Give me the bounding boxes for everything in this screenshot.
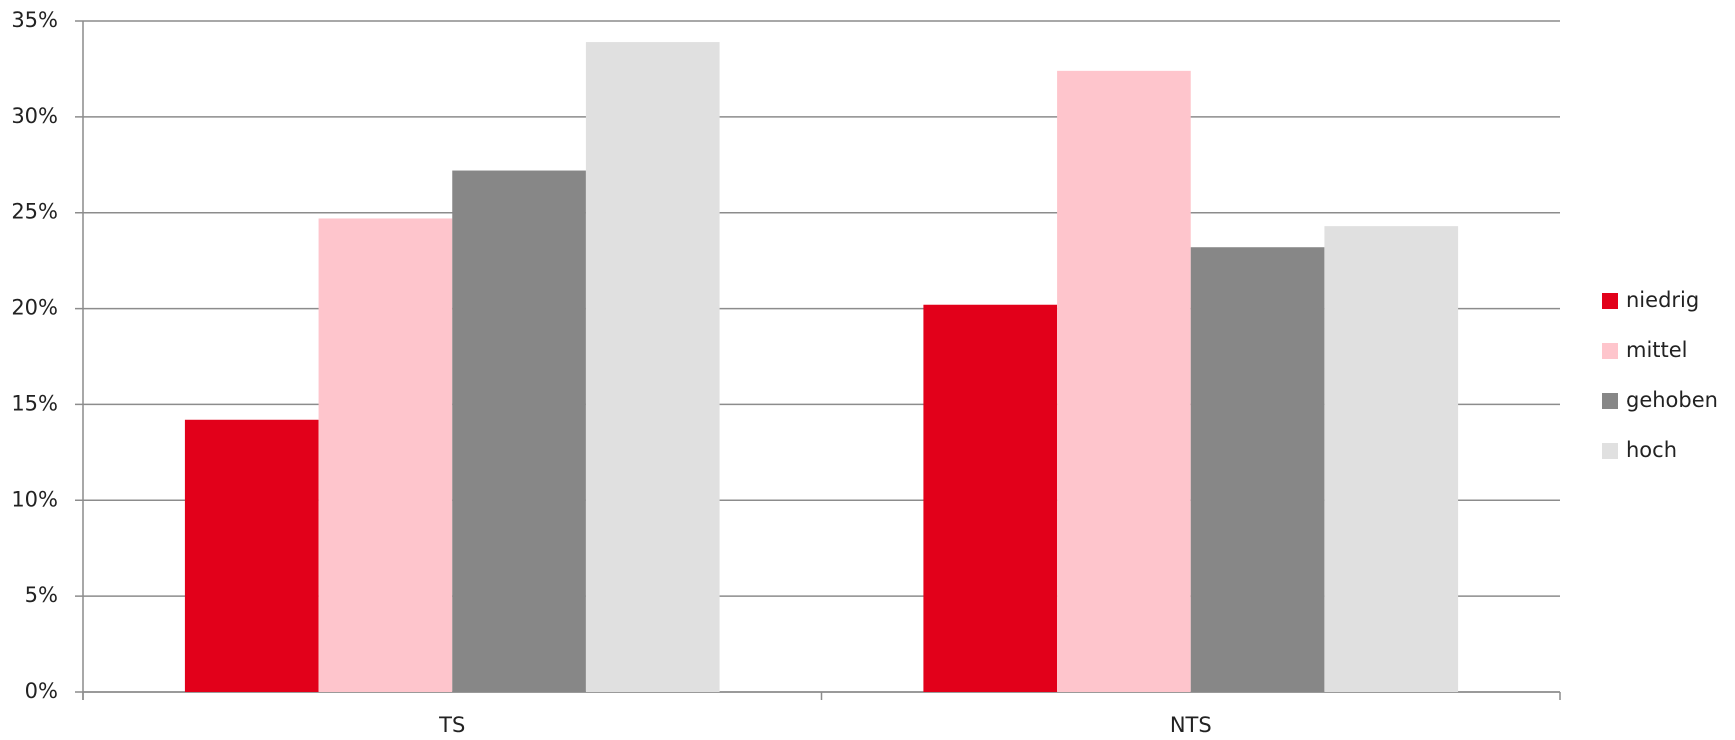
bar	[585, 42, 720, 693]
bar	[318, 218, 453, 693]
bar	[184, 419, 319, 692]
y-tick-label: 25%	[11, 200, 58, 224]
bar	[1057, 70, 1191, 693]
y-tick-label: 10%	[11, 487, 58, 511]
legend-swatch	[1602, 343, 1618, 359]
y-tick-label: 15%	[11, 391, 58, 415]
x-tick-label: TS	[438, 713, 465, 737]
legend-swatch	[1602, 443, 1618, 459]
legend-label: niedrig	[1626, 288, 1699, 312]
bar	[1324, 226, 1459, 693]
y-tick-label: 30%	[11, 104, 58, 128]
y-tick-label: 20%	[11, 296, 58, 320]
y-tick-label: 35%	[11, 8, 58, 32]
x-tick-label: NTS	[1170, 713, 1212, 737]
legend-label: gehoben	[1626, 388, 1718, 412]
bar	[452, 170, 586, 693]
y-tick-label: 0%	[25, 679, 58, 703]
legend-swatch	[1602, 293, 1618, 309]
bar	[923, 304, 1058, 692]
legend-label: hoch	[1626, 438, 1677, 462]
bar	[1190, 247, 1325, 693]
legend-swatch	[1602, 393, 1618, 409]
legend-label: mittel	[1626, 338, 1688, 362]
y-tick-label: 5%	[25, 583, 58, 607]
